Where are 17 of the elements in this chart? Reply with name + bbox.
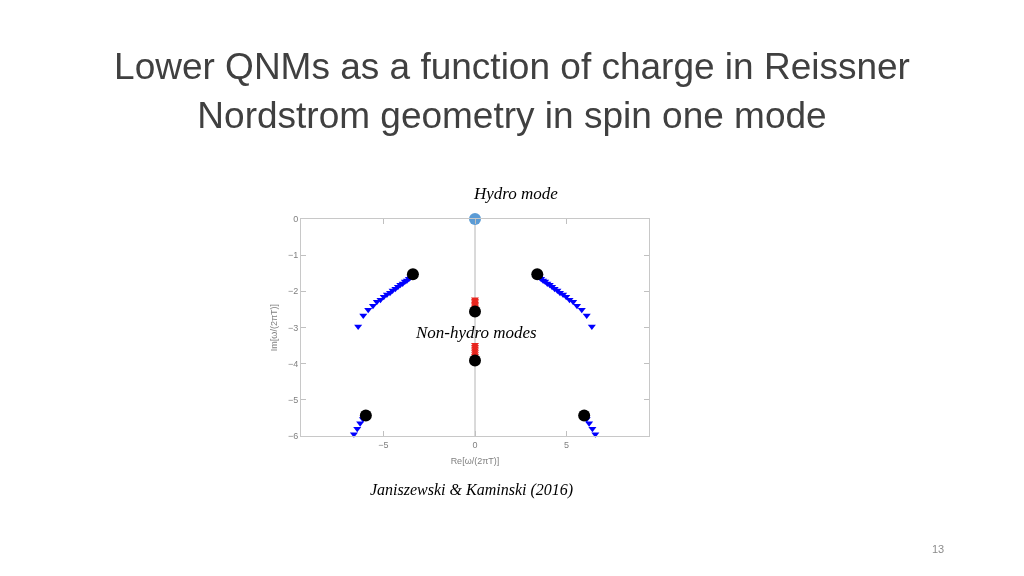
y-axis-title: Im[ω/(2πT)] [269, 303, 280, 352]
x-tick-label: 0 [472, 439, 478, 450]
y-tick-label: −6 [287, 431, 299, 442]
x-tick-label: −5 [378, 439, 389, 450]
y-tick-label: −3 [287, 322, 299, 333]
y-tick-label: −4 [287, 358, 299, 369]
y-tick-label: −1 [287, 250, 299, 261]
y-tick-label: 0 [293, 214, 299, 225]
x-axis-title: Re[ω/(2πT)] [450, 455, 500, 466]
y-tick-label: −2 [287, 286, 299, 297]
chart-title: Lower QNMs as a function of charge in Reissner Nordstrom geometry in spin one mode [114, 46, 910, 136]
annotation: Non-hydro modes [415, 323, 538, 342]
y-tick-label: −5 [287, 394, 299, 405]
annotation: Hydro mode [473, 184, 559, 203]
text: 13 [932, 543, 945, 555]
x-tick-label: 5 [564, 439, 570, 450]
text: Janiszewski & Kaminski (2016) [370, 481, 574, 499]
